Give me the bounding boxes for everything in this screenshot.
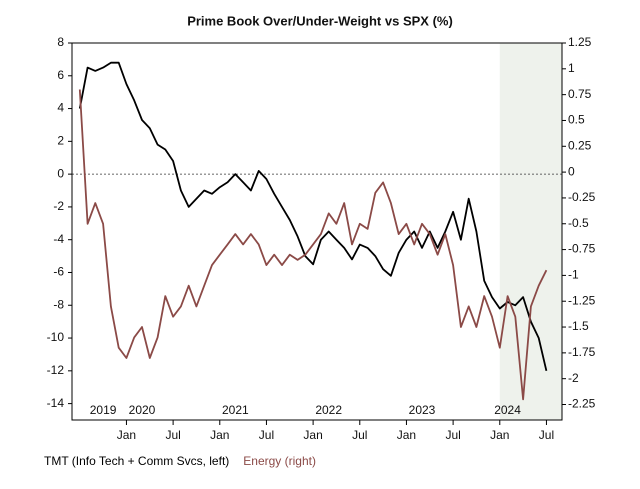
chart-title: Prime Book Over/Under-Weight vs SPX (%) xyxy=(187,13,453,28)
year-label: 2019 xyxy=(90,403,117,417)
x-tick-label: Jan xyxy=(303,428,322,442)
y2-tick-label: 1.25 xyxy=(568,35,592,49)
x-tick-label: Jul xyxy=(445,428,460,442)
x-tick-label: Jan xyxy=(490,428,509,442)
y-tick-label: -2 xyxy=(53,199,64,213)
y2-tick-label: -0.25 xyxy=(568,190,596,204)
y2-tick-label: -0.75 xyxy=(568,242,596,256)
series-line xyxy=(78,89,548,401)
year-label: 2024 xyxy=(494,403,521,417)
y-tick-label: -8 xyxy=(53,297,64,311)
legend-entry: Energy (right) xyxy=(243,454,316,468)
x-tick-label: Jan xyxy=(210,428,229,442)
y2-tick-label: 0.5 xyxy=(568,113,585,127)
x-tick-label: Jul xyxy=(259,428,274,442)
y-tick-label: 8 xyxy=(57,35,64,49)
year-label: 2022 xyxy=(315,403,342,417)
x-tick-label: Jul xyxy=(165,428,180,442)
y-tick-label: 2 xyxy=(57,134,64,148)
legend-entry: TMT (Info Tech + Comm Svcs, left) xyxy=(44,454,229,468)
year-label: 2023 xyxy=(409,403,436,417)
shaded-region xyxy=(499,43,562,420)
y-tick-label: 4 xyxy=(57,101,64,115)
y2-tick-label: 0.75 xyxy=(568,87,592,101)
y-tick-label: 0 xyxy=(57,166,64,180)
y-tick-label: -4 xyxy=(53,232,64,246)
y2-tick-label: 0.25 xyxy=(568,138,592,152)
y2-tick-label: -1.5 xyxy=(568,319,589,333)
y2-tick-label: -1 xyxy=(568,268,579,282)
y2-tick-label: -2 xyxy=(568,371,579,385)
y-tick-label: -6 xyxy=(53,265,64,279)
x-tick-label: Jul xyxy=(539,428,554,442)
y2-tick-label: -1.25 xyxy=(568,293,596,307)
x-tick-label: Jan xyxy=(397,428,416,442)
y-tick-label: -12 xyxy=(47,363,65,377)
year-label: 2021 xyxy=(222,403,249,417)
y2-tick-label: 1 xyxy=(568,61,575,75)
y2-tick-label: -1.75 xyxy=(568,345,596,359)
series-line xyxy=(78,61,548,372)
y-tick-label: -10 xyxy=(47,330,65,344)
y-tick-label: 6 xyxy=(57,68,64,82)
y2-tick-label: -0.5 xyxy=(568,216,589,230)
y2-tick-label: -2.25 xyxy=(568,397,596,411)
y2-tick-label: 0 xyxy=(568,164,575,178)
x-tick-label: Jan xyxy=(117,428,136,442)
y-tick-label: -14 xyxy=(47,396,65,410)
x-tick-label: Jul xyxy=(352,428,367,442)
year-label: 2020 xyxy=(129,403,156,417)
plot-frame xyxy=(71,42,563,421)
